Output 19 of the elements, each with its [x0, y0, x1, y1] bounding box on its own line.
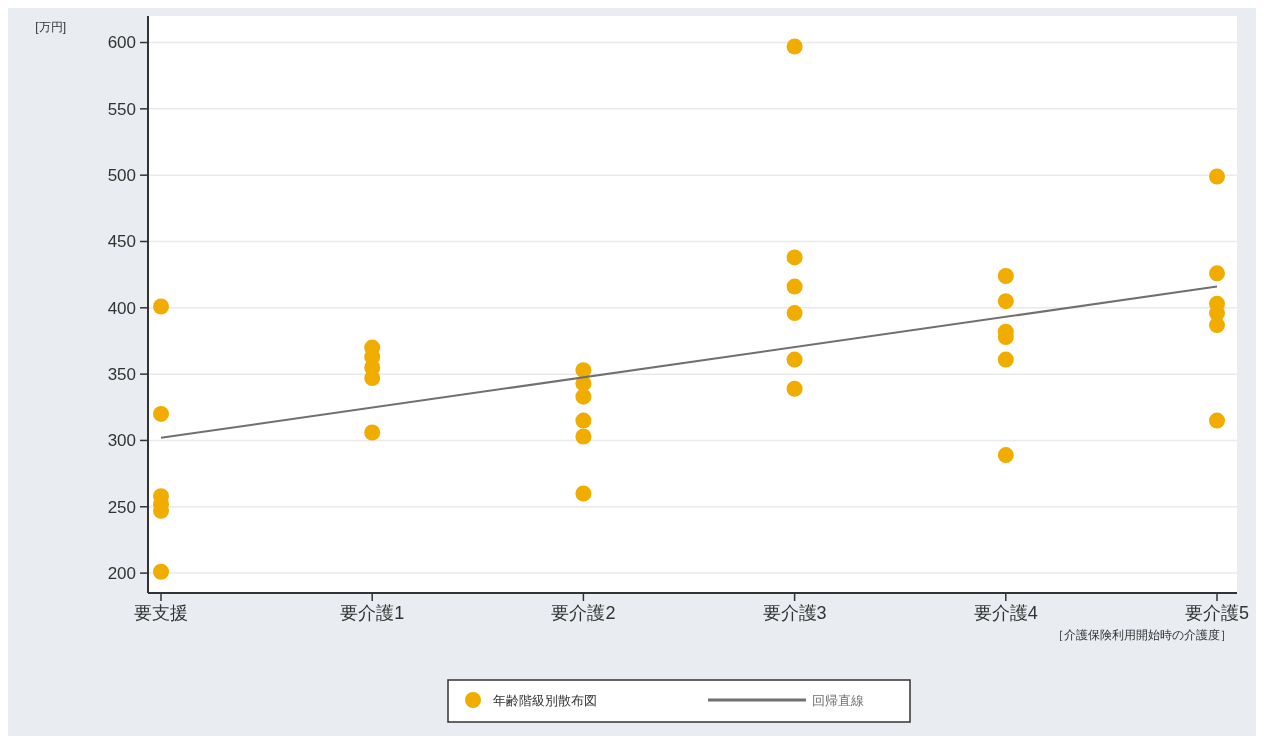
x-tick-label: 要介護3 — [762, 603, 827, 623]
y-tick-label: 300 — [107, 431, 136, 451]
y-tick-label: 350 — [107, 365, 136, 385]
text: 回帰直線 — [812, 692, 864, 708]
y-tick-label: 600 — [107, 33, 136, 53]
x-tick-label: 要介護5 — [1184, 603, 1250, 623]
y-tick-label: 500 — [107, 166, 136, 186]
x-tick-label: 要介護1 — [340, 603, 405, 623]
x-axis-title: ［介護保険利用開始時の介護度］ — [1052, 628, 1232, 642]
x-tick-label: 要介護4 — [973, 603, 1038, 623]
legend-label: 年齢階級別散布図 — [493, 692, 597, 708]
x-tick-label: 要介護2 — [551, 603, 616, 623]
y-tick-label: 400 — [107, 298, 136, 318]
y-tick-label: 250 — [107, 497, 136, 517]
x-tick-label: 要支援 — [134, 603, 188, 623]
y-tick-label: 450 — [107, 232, 136, 252]
y-axis-title: [万円] — [35, 20, 66, 34]
y-tick-label: 200 — [107, 564, 136, 584]
y-tick-label: 550 — [107, 99, 136, 119]
